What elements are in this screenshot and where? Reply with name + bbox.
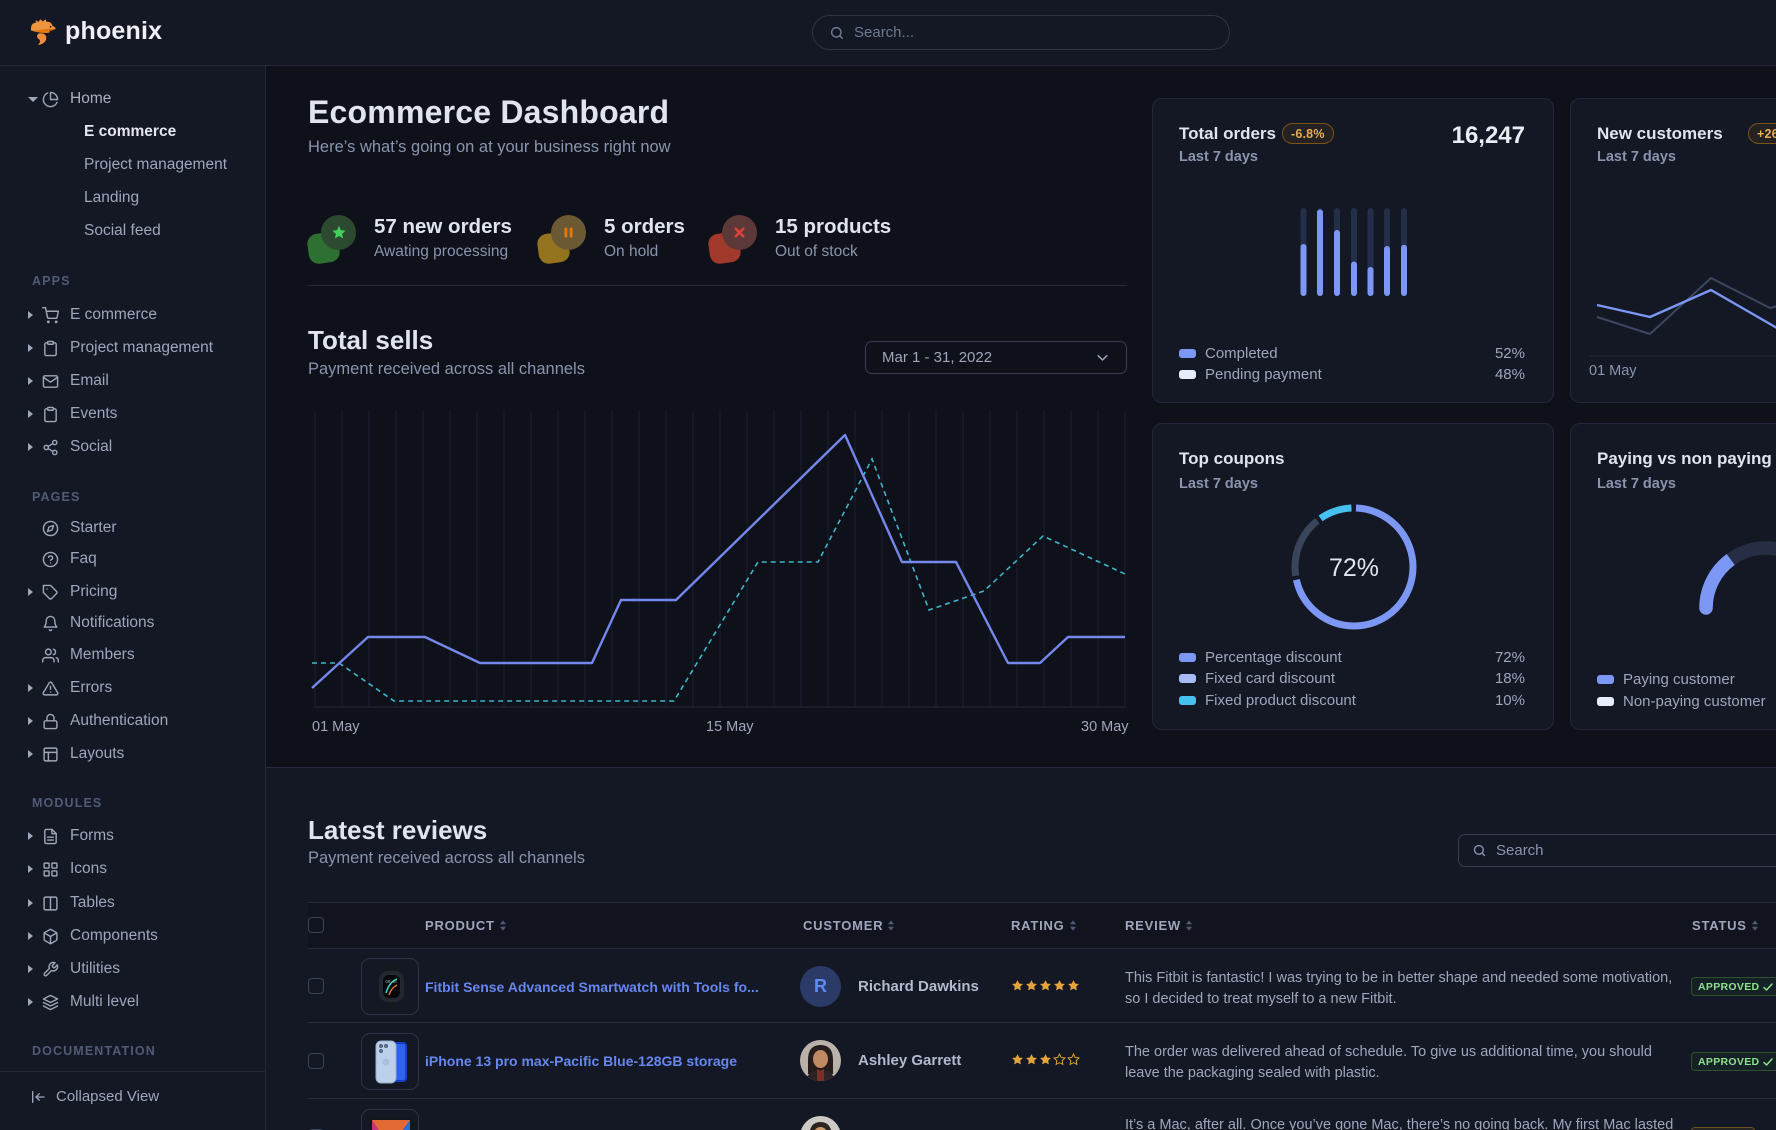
svg-text:72%: 72% [1329, 554, 1379, 582]
svg-text:09:48: 09:48 [385, 979, 397, 984]
